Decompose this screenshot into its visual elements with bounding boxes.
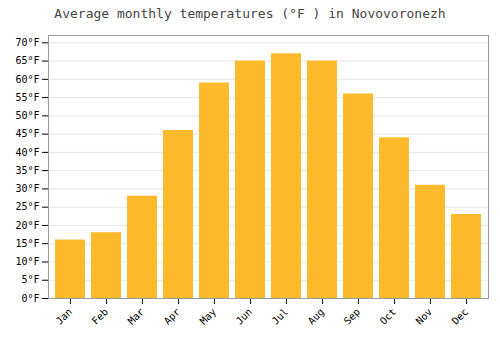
- svg-text:5°F: 5°F: [21, 274, 39, 285]
- svg-text:10°F: 10°F: [15, 256, 39, 267]
- svg-text:Jul: Jul: [270, 306, 291, 327]
- svg-text:50°F: 50°F: [15, 110, 39, 121]
- svg-text:May: May: [198, 306, 219, 327]
- svg-text:70°F: 70°F: [15, 37, 39, 48]
- svg-text:65°F: 65°F: [15, 55, 39, 66]
- svg-text:Mar: Mar: [126, 306, 147, 327]
- svg-text:55°F: 55°F: [15, 92, 39, 103]
- svg-text:45°F: 45°F: [15, 128, 39, 139]
- svg-text:Oct: Oct: [378, 306, 399, 327]
- svg-text:Sep: Sep: [342, 306, 363, 327]
- html-text:Average monthly temperatures (: Average monthly temperatures (°F ) in No…: [54, 6, 446, 21]
- svg-text:30°F: 30°F: [15, 183, 39, 194]
- svg-text:0°F: 0°F: [21, 293, 39, 304]
- svg-text:Dec: Dec: [450, 306, 471, 327]
- svg-text:Jun: Jun: [234, 306, 255, 327]
- svg-text:40°F: 40°F: [15, 147, 39, 158]
- svg-text:35°F: 35°F: [15, 165, 39, 176]
- svg-text:20°F: 20°F: [15, 220, 39, 231]
- svg-text:Feb: Feb: [90, 306, 111, 327]
- svg-text:60°F: 60°F: [15, 74, 39, 85]
- svg-text:Nov: Nov: [414, 306, 435, 327]
- svg-text:Apr: Apr: [162, 306, 183, 327]
- svg-text:Jan: Jan: [54, 306, 75, 327]
- svg-text:25°F: 25°F: [15, 201, 39, 212]
- svg-text:15°F: 15°F: [15, 238, 39, 249]
- svg-text:Aug: Aug: [306, 306, 327, 327]
